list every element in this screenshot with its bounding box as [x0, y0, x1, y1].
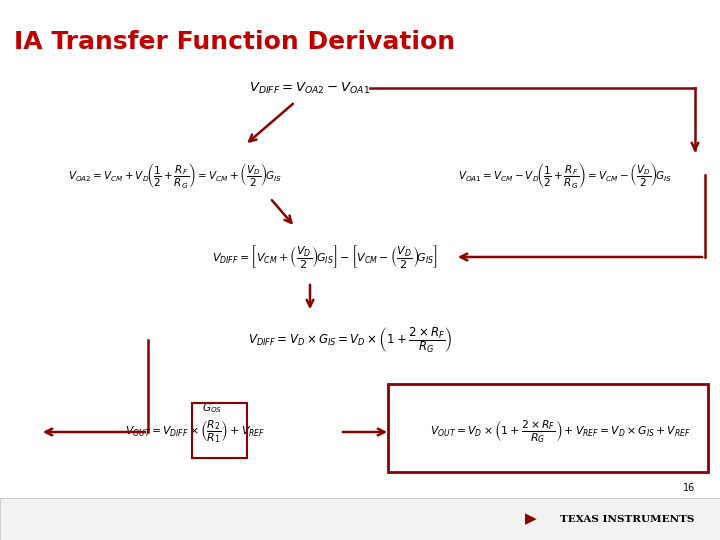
Text: $V_{DIFF} = V_D \times G_{IS} = V_D \times \left(1 + \dfrac{2 \times R_F}{R_G}\r: $V_{DIFF} = V_D \times G_{IS} = V_D \tim…: [248, 325, 452, 355]
Text: $V_{OUT} = V_D \times \left(1 + \dfrac{2 \times R_F}{R_G}\right) + V_{REF} = V_D: $V_{OUT} = V_D \times \left(1 + \dfrac{2…: [430, 418, 690, 445]
Bar: [388, 384, 708, 472]
Text: TEXAS INSTRUMENTS: TEXAS INSTRUMENTS: [560, 515, 694, 523]
Text: $G_{OS}$: $G_{OS}$: [202, 401, 222, 415]
Text: $V_{OA1} = V_{CM} - V_D\!\left(\dfrac{1}{2}+\dfrac{R_F}{R_G}\right) = V_{CM} - \: $V_{OA1} = V_{CM} - V_D\!\left(\dfrac{1}…: [458, 160, 672, 190]
Bar: [192, 403, 247, 458]
Text: $V_{OA2} = V_{CM} + V_D\!\left(\dfrac{1}{2}+\dfrac{R_F}{R_G}\right) = V_{CM} + \: $V_{OA2} = V_{CM} + V_D\!\left(\dfrac{1}…: [68, 160, 282, 190]
Bar: [0, 498, 720, 540]
Text: $V_{OUT} = V_{DIFF} \times \left(\dfrac{R_2}{R_1}\right) + V_{REF}$: $V_{OUT} = V_{DIFF} \times \left(\dfrac{…: [125, 418, 265, 445]
Text: $V_{DIFF} = \left[V_{CM} + \left(\dfrac{V_D}{2}\right)\!G_{IS}\right] - \left[V_: $V_{DIFF} = \left[V_{CM} + \left(\dfrac{…: [212, 244, 438, 271]
Text: IA Transfer Function Derivation: IA Transfer Function Derivation: [14, 30, 455, 54]
Text: 16: 16: [683, 483, 695, 493]
Text: $V_{DIFF} = V_{OA2} - V_{OA1}$: $V_{DIFF} = V_{OA2} - V_{OA1}$: [249, 80, 371, 96]
Text: $\blacktriangleright$: $\blacktriangleright$: [522, 511, 539, 527]
